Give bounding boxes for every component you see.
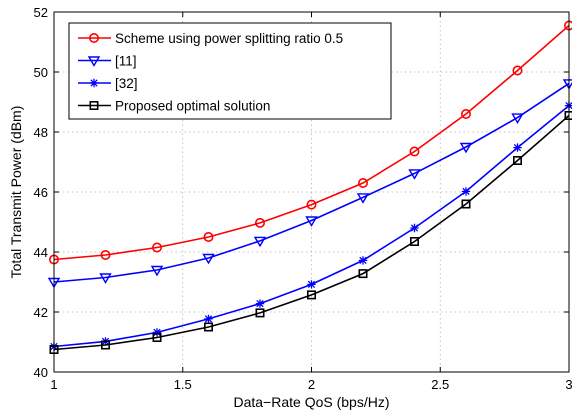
data-point <box>410 223 419 233</box>
legend-item: Scheme using power splitting ratio 0.5 <box>78 31 343 46</box>
data-point <box>356 193 370 204</box>
data-point <box>306 199 317 210</box>
data-point <box>307 280 316 289</box>
x-tick-label: 1.5 <box>174 377 192 392</box>
x-tick-label: 2.5 <box>431 377 449 392</box>
legend-marker <box>89 101 99 111</box>
x-tick-label: 3 <box>565 377 572 392</box>
data-point <box>461 187 471 196</box>
y-tick-label: 50 <box>34 65 48 80</box>
legend-marker <box>89 32 100 43</box>
data-point <box>459 142 473 154</box>
data-point <box>409 237 419 247</box>
y-tick-label: 48 <box>34 125 48 140</box>
data-point <box>358 269 368 279</box>
series-line <box>53 114 570 351</box>
data-point <box>460 109 471 120</box>
series-line <box>53 82 570 283</box>
data-point <box>99 273 112 284</box>
data-point <box>305 216 318 227</box>
data-point <box>564 101 572 110</box>
y-tick-label: 44 <box>34 245 48 260</box>
data-point <box>101 340 111 350</box>
legend-item: [11] <box>78 54 137 69</box>
x-axis-label: Data−Rate QoS (bps/Hz) <box>233 394 389 410</box>
series-3 <box>49 101 572 351</box>
data-point <box>512 156 522 166</box>
legend-marker <box>87 56 101 67</box>
y-tick-label: 46 <box>34 185 48 200</box>
data-point <box>152 328 162 337</box>
data-point <box>255 299 265 308</box>
data-point <box>358 256 368 265</box>
data-point <box>255 217 266 228</box>
data-point <box>204 314 213 324</box>
data-point <box>100 250 111 261</box>
data-point <box>203 232 214 243</box>
series-line <box>53 24 570 261</box>
y-axis-label: Total Transmit Power (dBm) <box>8 106 24 279</box>
legend-box <box>68 22 392 120</box>
data-point <box>408 169 421 180</box>
data-point <box>409 146 420 157</box>
y-tick-label: 42 <box>34 305 48 320</box>
y-tick-label: 52 <box>34 5 48 20</box>
data-point <box>152 332 162 342</box>
data-point <box>204 322 214 332</box>
x-tick-label: 1 <box>50 377 57 392</box>
data-point <box>511 113 524 124</box>
legend-label: [11] <box>115 54 137 69</box>
data-point <box>461 199 471 209</box>
legend-marker <box>89 78 99 88</box>
data-point <box>512 65 523 76</box>
axis-ticks: 1 1.5 2 2.5 3 40 42 44 46 48 50 52 <box>34 5 572 392</box>
data-point <box>253 236 267 248</box>
legend-item: Proposed optimal solution <box>78 99 270 114</box>
legend-label: Scheme using power splitting ratio 0.5 <box>115 31 343 46</box>
legend-item: [32] <box>78 76 138 91</box>
legend-label: [32] <box>115 76 138 91</box>
series-4 <box>49 111 572 354</box>
data-point <box>150 265 164 277</box>
y-tick-label: 40 <box>34 365 48 380</box>
legend: Scheme using power splitting ratio 0.5 [1… <box>68 22 392 120</box>
legend-label: Proposed optimal solution <box>115 99 270 114</box>
data-point <box>255 308 265 318</box>
data-point <box>357 178 368 189</box>
data-point <box>306 290 316 300</box>
x-tick-label: 2 <box>308 377 315 392</box>
data-point <box>513 143 522 152</box>
data-point <box>202 253 215 265</box>
data-point <box>152 242 163 253</box>
